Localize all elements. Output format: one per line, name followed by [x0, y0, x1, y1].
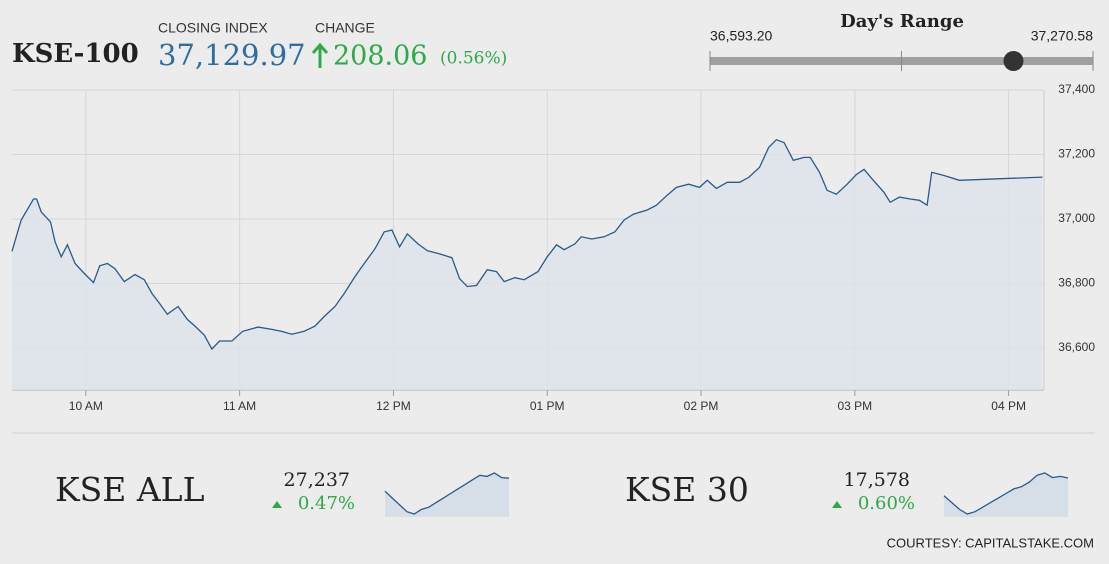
change-value: 208.06	[333, 41, 427, 72]
closing-label: CLOSING INDEX	[158, 20, 268, 36]
spark-line	[943, 472, 1069, 515]
index-change: 0.60%	[858, 493, 915, 514]
x-tick-label: 12 PM	[376, 399, 411, 413]
range-title: Day's Range	[840, 11, 964, 32]
line	[11, 138, 1043, 351]
index-name: KSE ALL	[55, 470, 205, 509]
up-arrow	[311, 42, 329, 68]
range-marker	[1003, 51, 1024, 71]
index-change: 0.47%	[298, 493, 355, 514]
x-tick-label: 04 PM	[991, 399, 1026, 413]
x-tick-label: 02 PM	[684, 399, 719, 413]
y-tick-label: 36,800	[1058, 276, 1095, 290]
spark-line	[384, 472, 510, 515]
closing-value: 37,129.97	[158, 38, 306, 72]
up-triangle	[832, 501, 842, 508]
spark-area	[944, 473, 1068, 517]
spark-area	[385, 473, 509, 517]
up-triangle	[272, 501, 282, 508]
change-label: CHANGE	[315, 20, 375, 36]
x-tick-label: 10 AM	[69, 399, 103, 413]
index-value: 17,578	[844, 469, 910, 491]
x-tick-label: 01 PM	[530, 399, 565, 413]
courtesy: COURTESY: CAPITALSTAKE.COM	[887, 535, 1094, 550]
range-low: 36,593.20	[710, 28, 772, 44]
change-percent: (0.56%)	[440, 49, 507, 69]
y-tick-label: 37,400	[1058, 82, 1095, 96]
index-name: KSE-100	[12, 39, 139, 69]
y-tick-label: 37,000	[1058, 211, 1095, 225]
area	[12, 139, 1043, 390]
index-name: KSE 30	[625, 470, 749, 509]
y-tick-label: 36,600	[1058, 340, 1095, 354]
x-tick-label: 03 PM	[837, 399, 872, 413]
y-tick-label: 37,200	[1058, 147, 1095, 161]
range-high: 37,270.58	[1031, 28, 1093, 44]
index-value: 27,237	[284, 469, 350, 491]
x-tick-label: 11 AM	[223, 399, 256, 413]
